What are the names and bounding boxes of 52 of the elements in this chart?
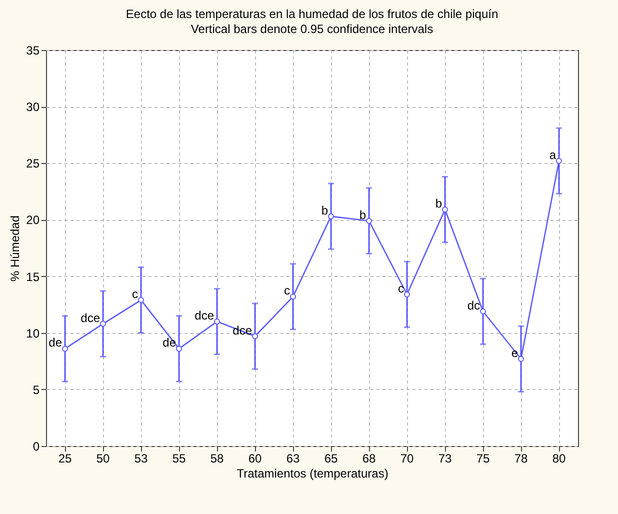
point [556, 158, 562, 164]
chart-title: Eecto de las temperaturas en la humedad de los frutos de chile piquín [126, 7, 498, 21]
point [100, 320, 106, 327]
annotation: c [284, 284, 290, 298]
x-tick-label: 65 [324, 452, 338, 466]
x-tick-label: 73 [438, 452, 452, 466]
y-tick-label: 5 [32, 382, 40, 397]
point [404, 291, 410, 298]
x-tick-label: 78 [514, 452, 528, 466]
x-tick-label: 63 [286, 452, 300, 466]
x-tick-label: 75 [476, 452, 490, 466]
y-tick-label: 25 [26, 156, 40, 171]
x-tick-label: 60 [248, 452, 262, 466]
x-tick-label: 68 [362, 452, 376, 466]
annotation: e [511, 346, 518, 360]
x-tick-label: 80 [552, 452, 566, 466]
point [176, 346, 182, 352]
point [290, 294, 296, 300]
x-tick-label: 50 [96, 452, 110, 466]
annotation: a [549, 148, 556, 162]
annotation: c [132, 287, 138, 302]
point [252, 333, 258, 340]
y-tick-label: 30 [26, 100, 40, 114]
y-axis-title: % Húmedad [8, 215, 22, 282]
point [62, 346, 68, 352]
chart-subtitle: Vertical bars denote 0.95 confidence intervals [190, 22, 434, 36]
y-tick-label: 35 [26, 44, 40, 58]
x-tick-label: 25 [58, 452, 72, 466]
annotation: b [321, 203, 328, 218]
y-tick-label: 20 [26, 213, 40, 228]
point [328, 213, 334, 220]
x-tick-label: 70 [400, 452, 414, 466]
y-tick-label: 10 [26, 326, 40, 340]
annotation: dce [194, 308, 214, 323]
x-tick-label: 55 [172, 452, 186, 466]
point [214, 318, 220, 325]
annotation: c [398, 281, 404, 296]
y-tick-label: 0 [32, 440, 40, 454]
annotation: b [435, 196, 442, 211]
point [518, 356, 524, 362]
x-tick-label: 53 [134, 452, 148, 466]
point [480, 308, 486, 314]
y-tick-label: 15 [26, 270, 40, 284]
annotation: de [48, 336, 62, 350]
annotation: dce [80, 310, 100, 325]
annotation: dc [467, 298, 480, 312]
annotation: de [162, 336, 176, 350]
x-axis-title: Tratamientos (temperaturas) [236, 466, 388, 480]
annotation: b [359, 208, 366, 222]
point [138, 297, 144, 304]
x-tick-label: 58 [210, 452, 224, 466]
point [366, 218, 372, 224]
